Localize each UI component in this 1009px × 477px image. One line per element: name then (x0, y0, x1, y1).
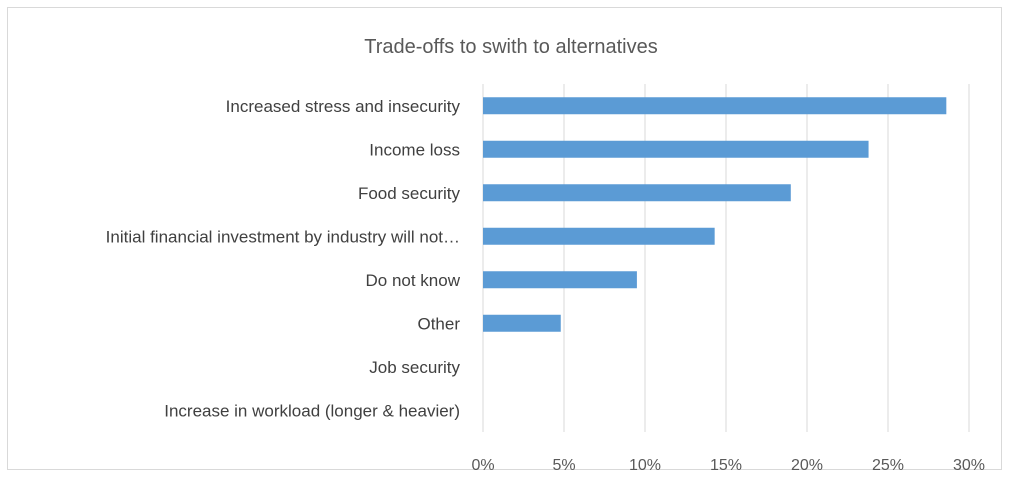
x-tick-label: 0% (471, 457, 494, 474)
x-tick-label: 25% (872, 457, 904, 474)
category-label: Job security (369, 358, 460, 377)
category-label: Increase in workload (longer & heavier) (164, 401, 460, 420)
bar (483, 314, 561, 332)
category-labels: Increased stress and insecurity Income lo… (106, 97, 461, 421)
bar (483, 97, 947, 115)
x-tick-label: 20% (791, 457, 823, 474)
category-label: Increased stress and insecurity (226, 97, 461, 116)
bar (483, 140, 869, 158)
gridlines (482, 84, 970, 432)
category-label: Income loss (369, 140, 460, 159)
x-tick-label: 30% (953, 457, 985, 474)
x-tick-label: 10% (629, 457, 661, 474)
category-label: Food security (358, 184, 461, 203)
category-label: Do not know (366, 271, 461, 290)
bar (483, 271, 637, 289)
x-tick-label: 5% (552, 457, 575, 474)
category-label: Initial financial investment by industry… (106, 227, 460, 246)
x-tick-label: 15% (710, 457, 742, 474)
x-tick-labels: 0% 5% 10% 15% 20% 25% 30% (471, 457, 985, 474)
chart-title: Trade-offs to swith to alternatives (364, 36, 657, 58)
bars (483, 97, 947, 332)
category-label: Other (417, 314, 460, 333)
bar (483, 227, 715, 245)
bar (483, 184, 791, 202)
